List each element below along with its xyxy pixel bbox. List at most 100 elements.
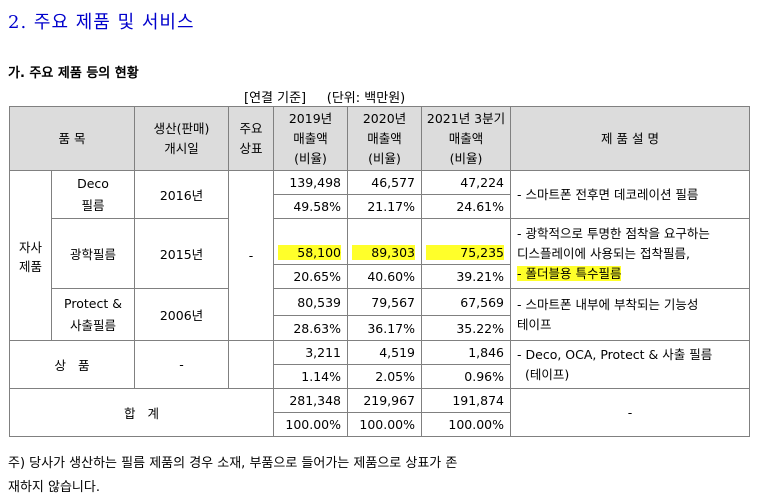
amount-deco-2020: 46,577 xyxy=(347,170,423,195)
header-2020-line1: 2020년 xyxy=(362,110,407,126)
item-total: 합 계 xyxy=(8,388,275,437)
table-row-deco-amount: 자사 제품 Deco 필름 2016년 - 139,498 46,577 47,… xyxy=(9,170,751,341)
group-own-products: 자사 제품 xyxy=(9,170,52,341)
desc-goods-line1: - Deco, OCA, Protect & 사출 필름 xyxy=(517,346,713,362)
footnote-line1: 주) 당사가 생산하는 필름 제품의 경우 소재, 부품으로 들어가는 제품으로… xyxy=(8,456,458,471)
desc-deco: - 스마트폰 전후면 데코레이션 필름 xyxy=(510,170,751,219)
header-start: 생산(판매) 개시일 xyxy=(134,106,230,171)
desc-optical-line2: 디스플레이에 사용되는 접착필름, xyxy=(517,245,690,261)
header-2021q3-line3: (비율) xyxy=(449,150,483,166)
header-start-line1: 생산(판매) xyxy=(153,120,210,136)
header-2020-line2: 매출액 xyxy=(367,130,402,146)
section-title: 2. 주요 제품 및 서비스 xyxy=(8,12,195,33)
header-2019-line3: (비율) xyxy=(294,150,327,166)
item-goods: 상 품 xyxy=(8,340,136,389)
amount-optical-2019: 58,100 xyxy=(278,245,342,260)
desc-optical-line1: - 광학적으로 투명한 점착을 요구하는 xyxy=(517,225,710,241)
ratio-optical-2019: 20.65% xyxy=(273,264,349,289)
ratio-total-2019: 100.00% xyxy=(273,412,349,437)
table-row-total-amount: 합 계 281,348 219,967 191,874 - xyxy=(8,388,751,437)
item-deco-line1: Deco xyxy=(77,175,109,191)
table-row-goods-amount: 상 품 - 3,211 4,519 1,846 - Deco, OCA, Pro… xyxy=(8,340,751,389)
header-2019: 2019년 매출액 (비율) xyxy=(273,106,349,171)
ratio-goods-2021q3: 0.96% xyxy=(421,364,512,389)
header-row: 품 목 생산(판매) 개시일 주요 상표 2019년 매출액 (비율) 2020… xyxy=(8,106,751,171)
ratio-deco-2021q3: 24.61% xyxy=(421,194,512,219)
header-2020: 2020년 매출액 (비율) xyxy=(347,106,423,171)
desc-total: - xyxy=(510,388,751,437)
table-row-protect-amount: Protect & 사출필름 2006년 80,539 79,567 67,56… xyxy=(10,288,751,341)
ratio-protect-2020: 36.17% xyxy=(347,315,423,341)
item-deco-line2: 필름 xyxy=(81,197,105,213)
group-own-line2: 제품 xyxy=(18,258,42,274)
desc-goods: - Deco, OCA, Protect & 사출 필름 (테이프) xyxy=(510,340,751,389)
desc-optical-line3: - 폴더블용 특수필름 xyxy=(517,264,745,284)
amount-protect-2019: 80,539 xyxy=(273,288,349,316)
header-2021q3-line1: 2021년 3분기 xyxy=(426,110,506,126)
ratio-optical-2021q3: 39.21% xyxy=(421,264,512,289)
desc-protect: - 스마트폰 내부에 부착되는 기능성 테이프 xyxy=(510,288,751,341)
trademark-goods-empty xyxy=(228,340,275,389)
desc-optical-highlight: - 폴더블용 특수필름 xyxy=(517,265,622,281)
start-deco: 2016년 xyxy=(134,170,230,219)
unit-line: [연결 기준] (단위: 백만원) xyxy=(244,91,406,106)
ratio-total-2021q3: 100.00% xyxy=(421,412,512,437)
amount-total-2019: 281,348 xyxy=(273,388,349,413)
item-protect-line2: 사출필름 xyxy=(70,317,117,333)
amount-deco-2021q3: 47,224 xyxy=(421,170,512,195)
ratio-total-2020: 100.00% xyxy=(347,412,423,437)
amount-total-2020: 219,967 xyxy=(347,388,423,413)
table-row-protect-ratio: 28.63% 36.17% 35.22% xyxy=(10,315,750,341)
amount-optical-2021q3: 75,235 xyxy=(426,245,505,260)
header-2019-line2: 매출액 xyxy=(293,130,328,146)
desc-optical: - 광학적으로 투명한 점착을 요구하는 디스플레이에 사용되는 접착필름, -… xyxy=(510,218,751,289)
ratio-protect-2021q3: 35.22% xyxy=(421,315,512,341)
header-2021q3-line2: 매출액 xyxy=(448,130,484,146)
subsection-title: 가. 주요 제품 등의 현황 xyxy=(8,66,139,81)
header-2021q3: 2021년 3분기 매출액 (비율) xyxy=(421,106,512,171)
ratio-goods-2020: 2.05% xyxy=(347,364,423,389)
ratio-goods-2019: 1.14% xyxy=(273,364,349,389)
header-trademark-line1: 주요 xyxy=(239,120,263,136)
start-protect: 2006년 xyxy=(134,288,230,341)
amount-protect-2020: 79,567 xyxy=(347,288,423,316)
amount-goods-2021q3: 1,846 xyxy=(421,340,512,365)
start-goods: - xyxy=(134,340,230,389)
footnote-line2: 재하지 않습니다. xyxy=(8,480,100,495)
desc-protect-line2: 테이프 xyxy=(517,316,552,332)
ratio-deco-2020: 21.17% xyxy=(347,194,423,219)
table-row-goods-ratio: 1.14% 2.05% 0.96% xyxy=(10,364,750,389)
header-2019-line1: 2019년 xyxy=(288,110,333,126)
desc-goods-line2: (테이프) xyxy=(525,366,570,382)
item-protect: Protect & 사출필름 xyxy=(50,288,136,341)
table-row-optical-ratio: 20.65% 40.60% 39.21% xyxy=(10,264,750,289)
amount-optical-2020-cell: 89,303 xyxy=(347,218,423,265)
ratio-protect-2019: 28.63% xyxy=(273,315,349,341)
item-deco: Deco 필름 xyxy=(50,170,136,219)
amount-protect-2021q3: 67,569 xyxy=(421,288,512,316)
amount-deco-2019: 139,498 xyxy=(273,170,349,195)
ratio-deco-2019: 49.58% xyxy=(273,194,349,219)
trademark-value: - xyxy=(228,170,275,341)
amount-optical-2021q3-cell: 75,235 xyxy=(421,218,512,265)
header-description: 제 품 설 명 xyxy=(510,106,751,171)
table-row-deco-ratio: 49.58% 21.17% 24.61% xyxy=(10,194,750,219)
amount-total-2021q3: 191,874 xyxy=(421,388,512,413)
amount-goods-2019: 3,211 xyxy=(273,340,349,365)
amount-goods-2020: 4,519 xyxy=(347,340,423,365)
amount-optical-2020: 89,303 xyxy=(352,245,416,260)
table-row-total-ratio: 100.00% 100.00% 100.00% xyxy=(10,412,750,437)
table-row-optical-amount: 광학필름 2015년 58,100 89,303 75,235 - 광학적으로 … xyxy=(10,218,751,289)
amount-optical-2019-cell: 58,100 xyxy=(273,218,349,265)
header-2020-line3: (비율) xyxy=(368,150,401,166)
ratio-optical-2020: 40.60% xyxy=(347,264,423,289)
header-start-line2: 개시일 xyxy=(164,140,199,156)
footnote: 주) 당사가 생산하는 필름 제품의 경우 소재, 부품으로 들어가는 제품으로… xyxy=(8,452,457,500)
group-own-line1: 자사 xyxy=(18,239,42,255)
start-optical: 2015년 xyxy=(134,218,230,289)
header-item: 품 목 xyxy=(8,106,136,171)
item-optical: 광학필름 xyxy=(50,218,136,289)
header-trademark-line2: 상표 xyxy=(239,140,263,156)
header-trademark: 주요 상표 xyxy=(228,106,275,171)
product-table: 품 목 생산(판매) 개시일 주요 상표 2019년 매출액 (비율) 2020… xyxy=(8,106,751,437)
